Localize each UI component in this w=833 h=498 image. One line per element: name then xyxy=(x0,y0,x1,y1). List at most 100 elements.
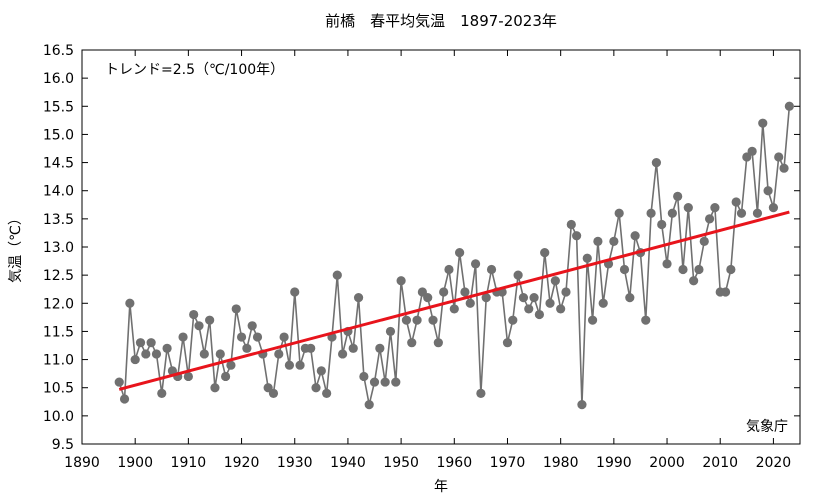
data-point xyxy=(518,293,529,303)
data-point xyxy=(587,315,598,325)
data-point xyxy=(619,264,630,275)
data-point xyxy=(215,349,225,359)
data-point xyxy=(486,264,497,275)
data-point xyxy=(279,332,289,342)
data-point xyxy=(534,309,544,320)
data-point xyxy=(508,315,518,325)
data-point xyxy=(699,236,709,246)
data-point xyxy=(502,338,513,348)
x-axis: 1890 1900 1910 1920 1930 1940 1950 1960 1970 1980… xyxy=(64,50,791,471)
x-tick-label: 1940 xyxy=(330,455,366,471)
data-point xyxy=(226,360,236,370)
x-tick-label: 1990 xyxy=(596,455,632,471)
data-point xyxy=(481,293,491,303)
y-tick-label: 12.5 xyxy=(43,268,74,284)
data-point xyxy=(720,287,731,297)
data-point xyxy=(146,338,156,348)
trend-annotation: トレンド=2.5（℃/100年） xyxy=(105,62,284,78)
data-point xyxy=(513,270,523,280)
y-tick-label: 14.0 xyxy=(43,184,74,200)
data-point xyxy=(582,253,592,263)
data-point xyxy=(380,377,390,387)
plot-frame xyxy=(81,49,801,445)
data-point xyxy=(194,321,204,331)
y-tick-label: 12.0 xyxy=(43,296,74,312)
data-point xyxy=(119,394,130,404)
data-point xyxy=(779,163,789,173)
data-point xyxy=(731,197,741,207)
y-tick-label: 15.0 xyxy=(43,127,74,143)
data-point xyxy=(221,371,231,382)
data-point xyxy=(396,276,406,286)
data-point xyxy=(236,332,247,342)
data-point xyxy=(747,146,757,156)
data-point xyxy=(210,383,220,393)
data-point xyxy=(561,287,571,297)
data-point xyxy=(704,214,715,224)
data-point xyxy=(338,349,348,359)
data-point xyxy=(556,304,566,314)
data-point xyxy=(332,270,342,280)
data-point xyxy=(364,400,374,410)
data-point xyxy=(678,264,688,275)
data-point xyxy=(774,152,784,162)
data-point xyxy=(205,315,215,325)
trend-line-group xyxy=(118,210,790,391)
data-point xyxy=(316,366,326,376)
trend-line xyxy=(118,210,790,391)
data-point xyxy=(657,219,667,230)
y-tick-label: 9.5 xyxy=(52,437,74,453)
data-point xyxy=(598,298,608,308)
y-tick-label: 11.0 xyxy=(43,353,74,369)
x-tick-label: 2000 xyxy=(649,455,685,471)
y-tick-label: 10.0 xyxy=(43,409,74,425)
data-point xyxy=(465,298,475,308)
data-point xyxy=(151,349,162,359)
data-point xyxy=(141,349,151,359)
data-point xyxy=(667,208,677,218)
data-point xyxy=(726,264,736,275)
data-point xyxy=(247,321,257,331)
y-tick-label: 16.5 xyxy=(43,43,74,59)
data-point xyxy=(540,248,550,258)
x-tick-label: 1920 xyxy=(224,455,260,471)
data-point xyxy=(577,400,587,410)
data-point xyxy=(609,236,619,246)
data-point xyxy=(199,349,209,359)
data-point xyxy=(449,304,459,314)
data-point xyxy=(385,326,396,337)
y-tick-label: 14.5 xyxy=(43,156,74,172)
x-tick-label: 1890 xyxy=(64,455,100,471)
data-point xyxy=(157,388,167,398)
data-point xyxy=(412,315,422,325)
data-point xyxy=(736,208,747,218)
data-point xyxy=(763,186,773,196)
data-point xyxy=(311,383,321,393)
series-line xyxy=(118,106,791,405)
data-point xyxy=(242,343,252,353)
data-point xyxy=(646,208,656,218)
data-point xyxy=(710,203,720,213)
data-point xyxy=(683,203,693,213)
x-tick-label: 1960 xyxy=(436,455,472,471)
data-point xyxy=(189,309,199,320)
data-point xyxy=(470,259,481,269)
x-tick-label: 2020 xyxy=(756,455,792,471)
data-point xyxy=(752,208,763,218)
data-point xyxy=(290,287,300,297)
data-point xyxy=(651,157,662,168)
data-point xyxy=(130,354,140,365)
data-point xyxy=(673,191,683,201)
data-point xyxy=(231,304,241,314)
data-point xyxy=(784,101,794,111)
data-point xyxy=(439,287,449,297)
data-point xyxy=(135,338,146,348)
x-tick-label: 1910 xyxy=(171,455,207,471)
data-point xyxy=(401,315,412,325)
data-point xyxy=(274,349,284,359)
data-point xyxy=(391,377,401,387)
y-tick-label: 11.5 xyxy=(43,324,74,340)
data-point xyxy=(566,219,576,230)
data-point xyxy=(162,343,172,353)
